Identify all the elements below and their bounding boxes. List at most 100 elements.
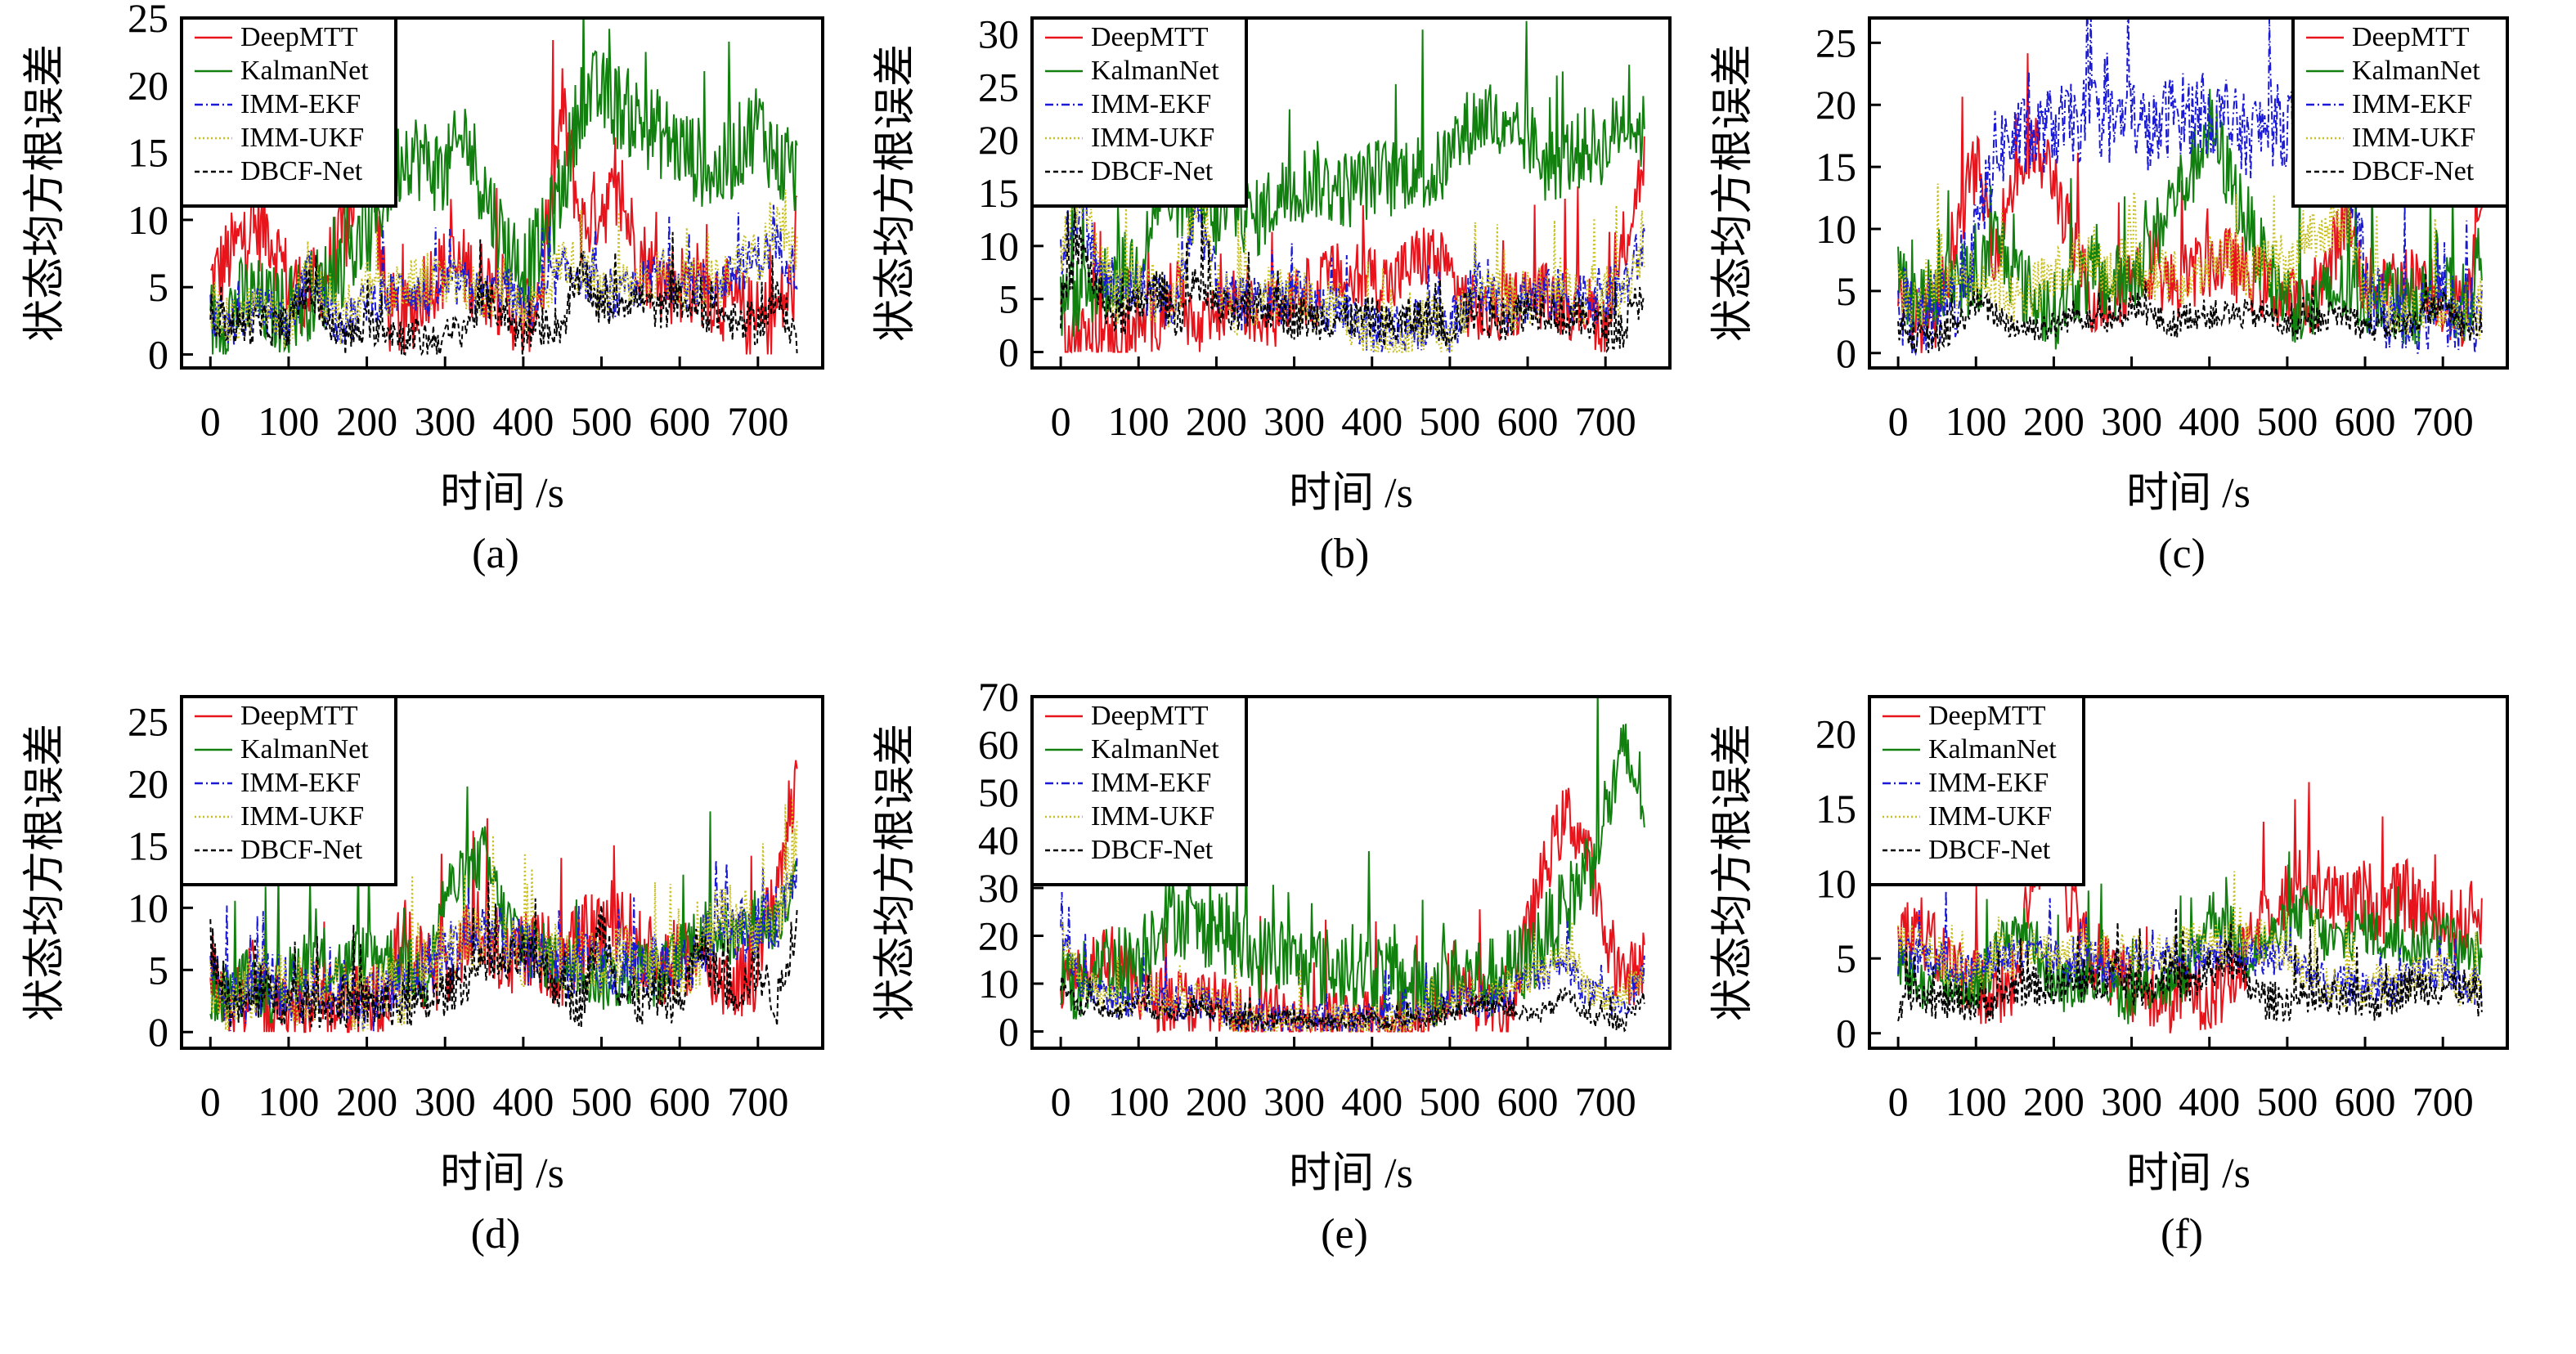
- series-line-kalmannet: [209, 18, 798, 355]
- legend-label-kalmannet: KalmanNet: [1091, 734, 1219, 764]
- y-tick-label: 15: [128, 823, 168, 868]
- x-tick-label: 500: [2256, 1078, 2318, 1124]
- series-line-kalmannet: [1060, 697, 1645, 1026]
- legend-label-imm-ekf: IMM-EKF: [1091, 89, 1211, 119]
- y-tick-label: 15: [128, 130, 168, 176]
- y-tick-label: 25: [978, 64, 1019, 110]
- y-tick-label: 0: [999, 330, 1019, 375]
- x-tick-label: 500: [571, 398, 632, 444]
- y-tick-label: 0: [148, 1009, 168, 1055]
- x-tick-label: 300: [415, 1078, 476, 1124]
- y-axis-label: 状态均方根误差: [1710, 44, 1757, 342]
- x-tick-label: 700: [727, 1078, 788, 1124]
- legend-label-dbcf-net: DBCF-Net: [1091, 156, 1214, 186]
- x-tick-label: 600: [2335, 1078, 2396, 1124]
- x-tick-label: 400: [1341, 398, 1402, 444]
- legend-label-kalmannet: KalmanNet: [240, 734, 369, 764]
- panel-caption: (a): [472, 531, 519, 577]
- series-line-dbcf-net: [1060, 975, 1645, 1033]
- series-line-imm-ukf: [1897, 871, 2483, 1010]
- y-tick-label: 5: [999, 276, 1019, 322]
- y-tick-label: 20: [1815, 711, 1856, 757]
- y-tick-label: 20: [128, 760, 168, 806]
- x-tick-label: 400: [492, 1078, 554, 1124]
- x-axis-label: 时间 /s: [1289, 470, 1413, 517]
- series-line-deepmtt: [1060, 136, 1645, 354]
- legend-label-dbcf-net: DBCF-Net: [240, 835, 363, 865]
- series-line-imm-ukf: [1897, 183, 2483, 340]
- x-tick-label: 200: [2023, 398, 2085, 444]
- panel-d: 0 100 200 300 400 500 600 700 0 5 10 15 20 25 时间 /s 状态均…: [22, 695, 824, 1258]
- series-group: [1897, 782, 2483, 1033]
- panel-a: 0 100 200 300 400 500 600 700 0 5 10 15 20 25 时间 /s 状态均…: [22, 0, 824, 577]
- x-tick-label: 100: [1108, 1078, 1169, 1124]
- y-tick-label: 0: [148, 332, 168, 378]
- panel-caption: (e): [1321, 1211, 1368, 1258]
- panel-caption: (d): [471, 1211, 521, 1258]
- series-line-dbcf-net: [209, 231, 798, 356]
- y-tick-label: 25: [1815, 20, 1856, 65]
- legend-label-imm-ekf: IMM-EKF: [1928, 768, 2049, 798]
- y-tick-label: 15: [1815, 786, 1856, 832]
- x-tick-label: 300: [1263, 398, 1325, 444]
- series-group: [1060, 697, 1645, 1033]
- x-tick-label: 600: [649, 1078, 711, 1124]
- x-tick-label: 400: [492, 398, 554, 444]
- y-tick-label: 10: [1815, 206, 1856, 252]
- legend-label-kalmannet: KalmanNet: [1091, 56, 1219, 86]
- x-tick-label: 600: [2335, 398, 2396, 444]
- legend-label-imm-ekf: IMM-EKF: [240, 768, 361, 798]
- x-tick-label: 0: [200, 398, 221, 444]
- y-tick-label: 0: [999, 1009, 1019, 1055]
- panel-caption: (f): [2161, 1211, 2203, 1258]
- y-tick-label: 40: [978, 818, 1019, 863]
- x-tick-label: 400: [2179, 398, 2240, 444]
- y-tick-label: 60: [978, 722, 1019, 768]
- y-tick-label: 5: [148, 264, 168, 310]
- y-tick-label: 0: [1836, 1011, 1856, 1056]
- legend-label-imm-ukf: IMM-UKF: [1091, 801, 1214, 832]
- series-group: [209, 760, 798, 1033]
- legend-label-deepmtt: DeepMTT: [240, 22, 358, 52]
- y-tick-label: 0: [1836, 330, 1856, 376]
- x-tick-label: 100: [1945, 398, 2007, 444]
- y-tick-label: 10: [1815, 861, 1856, 907]
- y-tick-label: 25: [128, 0, 168, 41]
- y-tick-label: 10: [128, 197, 168, 243]
- y-tick-label: 5: [1836, 268, 1856, 314]
- y-axis-label: 状态均方根误差: [22, 724, 69, 1021]
- x-tick-label: 100: [258, 398, 319, 444]
- panel-e: 0 100 200 300 400 500 600 700010203040506070时间 …: [873, 674, 1672, 1258]
- x-tick-label: 0: [1051, 1078, 1071, 1124]
- y-axis-label: 状态均方根误差: [873, 724, 919, 1021]
- legend-box: [1030, 16, 1248, 208]
- x-tick-label: 200: [2023, 1078, 2085, 1124]
- legend-label-imm-ekf: IMM-EKF: [240, 89, 361, 119]
- y-tick-label: 5: [1836, 935, 1856, 981]
- panel-f: 0 100 200 300 400 500 600 700 0 5 10 15 20 时间 /s 状态均方根…: [1710, 695, 2509, 1258]
- y-tick-label: 10: [128, 885, 168, 930]
- legend-label-dbcf-net: DBCF-Net: [1091, 835, 1214, 865]
- legend-label-imm-ukf: IMM-UKF: [1091, 123, 1214, 153]
- legend-label-imm-ekf: IMM-EKF: [1091, 768, 1211, 798]
- series-line-imm-ukf: [209, 189, 798, 348]
- x-tick-label: 0: [1888, 398, 1909, 444]
- series-line-imm-ekf: [1897, 18, 2483, 356]
- y-tick-label: 10: [978, 961, 1019, 1007]
- x-tick-label: 300: [1263, 1078, 1325, 1124]
- legend-box: [180, 16, 397, 208]
- series-line-dbcf-net: [1897, 908, 2483, 1022]
- x-tick-label: 600: [1497, 1078, 1559, 1124]
- series-line-dbcf-net: [1897, 272, 2483, 353]
- series-group: [209, 18, 798, 356]
- x-tick-label: 100: [1945, 1078, 2007, 1124]
- series-line-kalmannet: [1897, 851, 2483, 1024]
- legend-label-kalmannet: KalmanNet: [1928, 734, 2057, 764]
- legend-label-imm-ekf: IMM-EKF: [2352, 89, 2472, 119]
- x-tick-label: 700: [1575, 398, 1636, 444]
- y-axis-label: 状态均方根误差: [873, 44, 919, 342]
